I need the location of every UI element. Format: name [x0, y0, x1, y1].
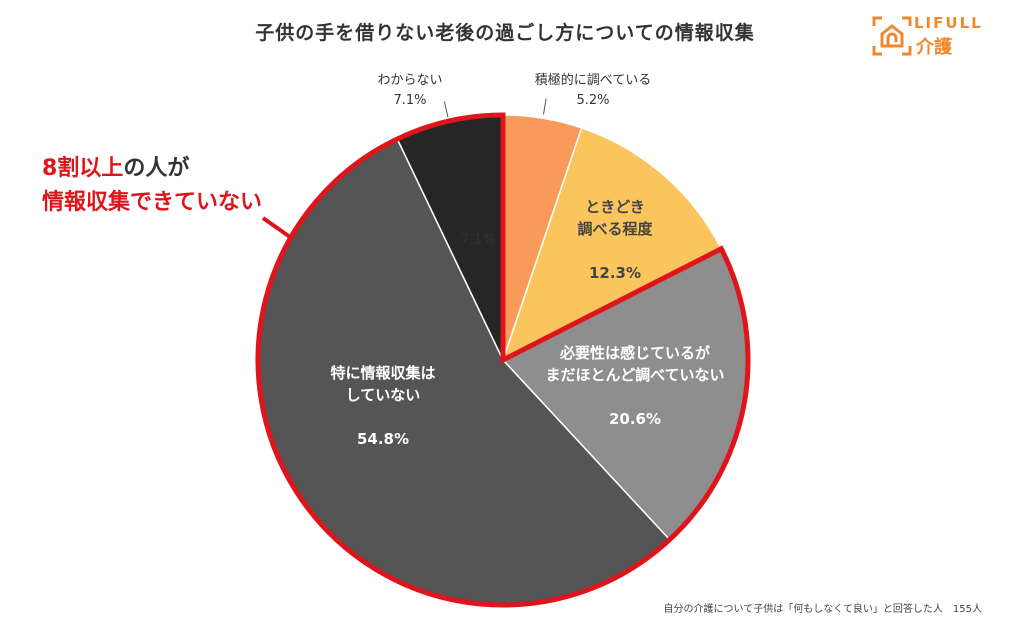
- slice-value: 5.2%: [576, 93, 609, 108]
- pie-slice: [501, 127, 723, 362]
- leader-line: [443, 101, 449, 118]
- callout-highlight: 8割以上: [42, 156, 124, 181]
- slice-value-inner: 7.1%: [460, 232, 496, 248]
- leader-line: [543, 98, 547, 115]
- house-icon: [872, 16, 912, 56]
- callout-pointer: [261, 216, 292, 239]
- slice-label: 必要性は感じているが: [559, 344, 711, 362]
- slice-value: 7.1%: [393, 93, 426, 108]
- logo-text: LIFULL: [914, 14, 983, 32]
- logo-subtext: 介護: [916, 37, 952, 58]
- lifull-logo: LIFULL 介護: [872, 14, 1002, 58]
- callout-line2: 情報収集できていない: [42, 190, 263, 215]
- callout: 8割以上の人が 情報収集できていない: [42, 152, 262, 220]
- callout-text: の人が: [123, 156, 190, 181]
- slice-value: 20.6%: [609, 410, 661, 428]
- slice-label: わからない: [377, 73, 442, 88]
- slice-label: 調べる程度: [577, 220, 653, 238]
- slice-label: ときどき: [585, 198, 645, 216]
- highlight-outline: [255, 112, 751, 608]
- footnote: 自分の介護について子供は「何もしなくて良い」と回答した人 155人: [663, 604, 983, 615]
- chart-title: 子供の手を借りない老後の過ごし方についての情報収集: [255, 22, 755, 44]
- slice-value: 12.3%: [589, 264, 641, 282]
- slice-label: 積極的に調べている: [535, 72, 651, 88]
- slice-label: 特に情報収集は: [330, 364, 435, 382]
- slice-value: 54.8%: [357, 430, 409, 448]
- slice-label: まだほとんど調べていない: [546, 366, 725, 384]
- slice-label: していない: [346, 386, 421, 404]
